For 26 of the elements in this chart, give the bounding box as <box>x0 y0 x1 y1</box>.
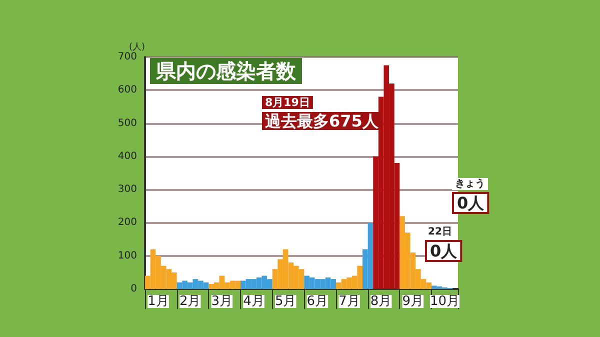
y-tick-label: 0 <box>130 284 137 294</box>
x-tick-label: 4月 <box>243 294 264 309</box>
x-tick-label: 6月 <box>306 294 328 309</box>
annotation: 22日 <box>428 226 452 238</box>
x-tick-label: 7月 <box>338 294 360 309</box>
x-tick-label: 8月 <box>370 294 392 309</box>
y-tick-label: 600 <box>118 84 137 96</box>
x-tick-label: 3月 <box>211 294 233 309</box>
y-tick-label: 300 <box>118 184 137 196</box>
chart-title: 県内の感染者数 <box>155 59 297 83</box>
x-tick-label: 9月 <box>402 294 424 309</box>
x-tick-label: 2月 <box>179 294 201 309</box>
x-tick-label: 1月 <box>148 294 169 309</box>
y-axis-title: (人) <box>128 42 145 53</box>
annotation: 0人 <box>457 194 486 212</box>
y-tick-label: 700 <box>118 52 137 62</box>
x-tick-label: 10月 <box>430 294 460 309</box>
annotation: 8月19日 <box>265 96 310 109</box>
annotation: きょう <box>455 178 485 190</box>
y-tick-label: 200 <box>118 217 137 228</box>
y-tick-label: 400 <box>118 150 137 162</box>
annotation: 0人 <box>430 242 458 260</box>
y-tick-label: 500 <box>118 118 137 129</box>
y-tick-label: 100 <box>118 250 137 262</box>
annotation: 過去最多675人 <box>264 112 380 130</box>
x-tick-label: 5月 <box>274 294 296 309</box>
